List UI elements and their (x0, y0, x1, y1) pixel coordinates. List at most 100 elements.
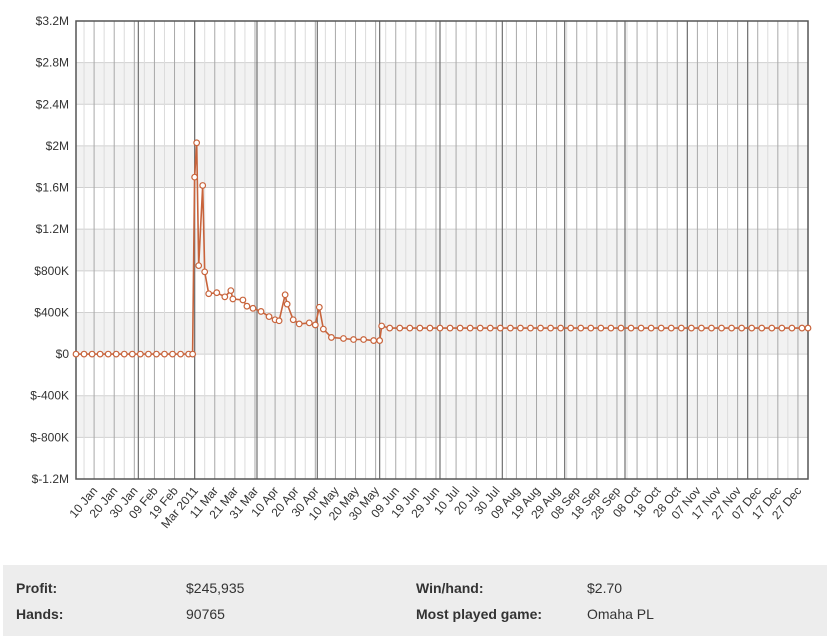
profit-point (213, 289, 221, 297)
profit-point (406, 324, 414, 332)
profit-point (195, 262, 203, 270)
profit-point (311, 321, 319, 329)
y-tick-label: $2.8M (36, 56, 69, 70)
profit-point (191, 173, 199, 181)
y-tick-label: $800K (34, 264, 69, 278)
profit-point (698, 324, 705, 332)
profit-point (738, 324, 746, 332)
profit-point (446, 324, 454, 332)
profit-point (169, 350, 176, 358)
profit-point (587, 324, 595, 332)
profit-point (249, 304, 257, 312)
profit-point (607, 324, 615, 332)
profit-point (239, 296, 247, 304)
profit-point (597, 324, 605, 332)
profit-point (728, 324, 735, 332)
plot-band (76, 395, 808, 438)
profit-point (104, 350, 112, 358)
profit-point (718, 324, 725, 332)
profit-point (527, 324, 534, 332)
profit-point (120, 350, 128, 358)
profit-point (376, 337, 384, 344)
profit-point (193, 139, 201, 147)
profit-point (315, 303, 323, 311)
profit-point (96, 350, 104, 358)
profit-point (456, 324, 464, 332)
profit-point (804, 324, 812, 332)
profit-point (496, 324, 504, 332)
profit-point (153, 350, 160, 358)
profit-point (289, 316, 297, 324)
profit-point (327, 334, 335, 341)
profit-point (243, 302, 251, 310)
profit-point (199, 182, 207, 189)
y-tick-label: $400K (34, 305, 69, 319)
profit-point (687, 324, 695, 332)
profit-point (396, 324, 404, 332)
most-played-value: Omaha PL (587, 606, 654, 622)
profit-point (476, 324, 484, 332)
profit-point (136, 350, 144, 358)
profit-point (221, 293, 229, 301)
profit-point (80, 350, 88, 358)
profit-point (88, 350, 96, 358)
profit-point (708, 324, 715, 332)
profit-point (617, 324, 625, 332)
profit-point (506, 324, 514, 332)
hands-label: Hands: (16, 606, 64, 622)
profit-point (567, 324, 575, 332)
profit-point (627, 324, 635, 332)
y-tick-label: $-1.2M (32, 472, 69, 486)
profit-point (758, 324, 766, 332)
profit-point (128, 350, 136, 358)
profit-value: $245,935 (186, 580, 245, 596)
stats-panel: Profit: $245,935 Win/hand: $2.70 Hands: … (3, 565, 827, 636)
y-tick-label: $-400K (30, 389, 69, 403)
profit-point (201, 268, 209, 276)
profit-point (370, 337, 378, 344)
profit-point (144, 350, 152, 358)
profit-point (667, 324, 675, 332)
profit-point (229, 295, 237, 303)
plot-band (76, 62, 808, 105)
hands-value: 90765 (186, 606, 225, 622)
profit-point (647, 324, 655, 332)
profit-point (416, 324, 424, 332)
plot-band (76, 312, 808, 355)
winhand-value: $2.70 (587, 580, 623, 596)
profit-point (637, 324, 645, 332)
profit-point (486, 324, 494, 332)
profit-point (537, 324, 544, 332)
profit-point (227, 287, 235, 294)
profit-point (577, 324, 585, 332)
profit-point (547, 324, 554, 332)
profit-point (350, 336, 357, 343)
profit-point (305, 319, 313, 327)
profit-point (517, 324, 524, 332)
profit-point (319, 325, 327, 333)
profit-point (275, 317, 283, 325)
profit-point (788, 324, 796, 332)
plot-band (76, 145, 808, 188)
profit-point (265, 313, 273, 321)
y-tick-label: $0 (56, 347, 70, 361)
profit-point (112, 350, 120, 358)
profit-point (798, 324, 806, 332)
profit-point (257, 308, 265, 315)
profit-point (677, 324, 685, 332)
profit-point (436, 324, 444, 332)
profit-point (778, 324, 786, 332)
profit-point (657, 324, 665, 332)
profit-point (161, 350, 168, 358)
y-tick-label: $-800K (30, 430, 69, 444)
profit-point (748, 324, 756, 332)
plot-frame (75, 20, 809, 480)
y-tick-label: $1.2M (36, 222, 69, 236)
y-tick-label: $3.2M (36, 14, 69, 28)
profit-point (205, 290, 213, 298)
most-played-label: Most played game: (416, 606, 543, 622)
y-tick-label: $2M (46, 139, 69, 153)
profit-point (281, 291, 289, 299)
profit-chart-svg: $3.2M $2.8M $2.4M $2M $1.6M $1.2M $800K $400K $0… (30, 14, 812, 531)
profit-point (340, 335, 347, 342)
